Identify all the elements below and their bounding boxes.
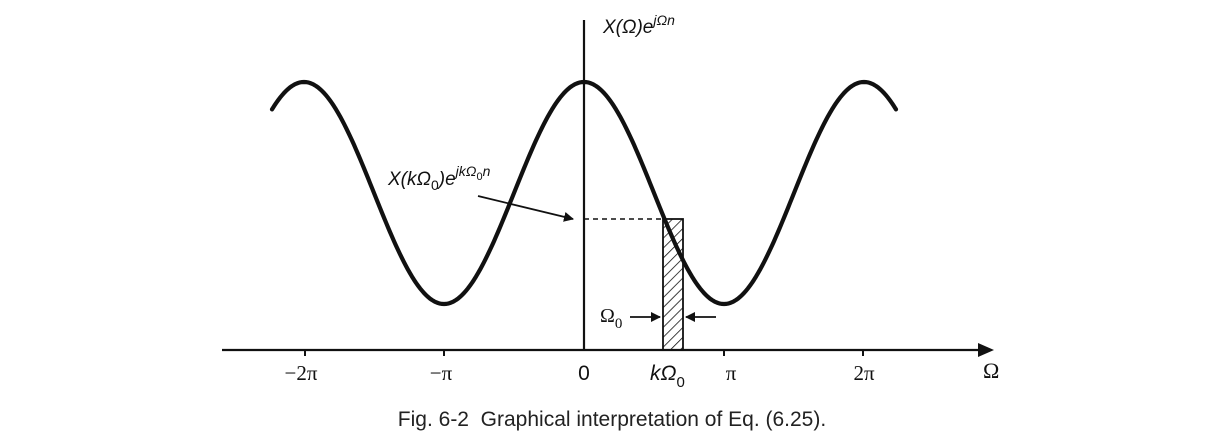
tick-label-k-omega: kΩ0 [650, 362, 685, 391]
tick-label-neg-pi: −π [430, 361, 453, 385]
figure-caption: Fig. 6-2 Graphical interpretation of Eq.… [398, 408, 826, 431]
sample-label-sup: jkΩ [454, 163, 477, 179]
tick-label-pi: π [726, 361, 737, 385]
width-label-sub: 0 [615, 316, 623, 332]
curve-label: X(Ω)ejΩn [602, 12, 675, 38]
sample-label: X(kΩ0)ejkΩ0n [387, 163, 491, 193]
curve-label-main: X(Ω)e [602, 17, 653, 38]
tick-label-zero: 0 [578, 362, 590, 385]
tick-label-neg-two-pi: −2π [285, 361, 318, 385]
sample-label-mid: )e [437, 169, 456, 190]
sample-strip [662, 218, 684, 351]
tick-label-k-omega-sub: 0 [676, 374, 684, 391]
sample-label-sup-tail: n [483, 163, 491, 179]
sample-label-main: X(kΩ [387, 169, 431, 190]
width-label-main: Ω [600, 305, 615, 327]
width-label: Ω0 [600, 305, 622, 332]
sample-pointer-arrow [477, 195, 574, 222]
curve-label-sup: jΩn [651, 12, 675, 28]
waveform-curve [269, 79, 899, 307]
tick-label-two-pi: 2π [853, 361, 875, 385]
sample-label-sub: 0 [431, 177, 439, 193]
omega-axis-arrow-icon [978, 343, 994, 357]
sample-label-sup-sub: 0 [476, 171, 482, 183]
tick-label-k-omega-main: kΩ [650, 362, 677, 385]
axis-label-omega: Ω [983, 358, 999, 383]
